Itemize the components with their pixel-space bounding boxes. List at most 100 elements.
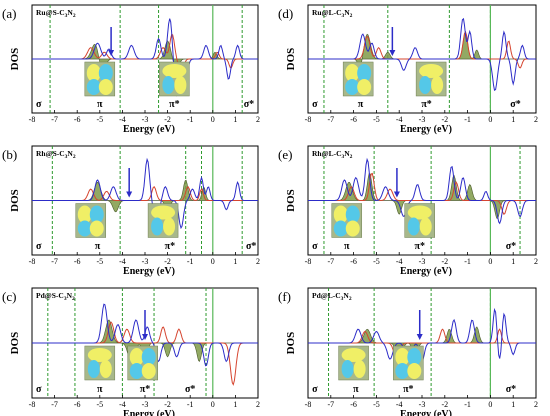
panel-letter: (f) bbox=[278, 289, 291, 304]
region-label: π bbox=[97, 384, 103, 395]
orbital-inset-pistar bbox=[415, 61, 447, 97]
panel-title: Ru@L-C3N2 bbox=[312, 8, 353, 19]
x-tick-label: -8 bbox=[29, 257, 36, 266]
orbital-lobe-yellow bbox=[87, 348, 112, 362]
title-text: Ru@L-C bbox=[312, 8, 341, 17]
region-label: σ* bbox=[185, 384, 195, 395]
orbital-lobe-yellow bbox=[174, 76, 187, 94]
orbital-inset-pistar bbox=[404, 203, 435, 238]
x-tick-label: -5 bbox=[373, 115, 380, 124]
x-axis-label: Energy (eV) bbox=[123, 409, 175, 416]
orbital-lobe-cyan bbox=[407, 217, 420, 236]
x-tick-label: -2 bbox=[164, 400, 171, 409]
orbital-lobe-cyan bbox=[419, 76, 432, 94]
x-tick-label: -6 bbox=[74, 400, 81, 409]
x-tick-label: -1 bbox=[187, 115, 194, 124]
x-tick-label: -7 bbox=[327, 400, 334, 409]
marker-arrow-head bbox=[108, 50, 115, 56]
panel-a: σ π π* σ* -8 -7 -6 -5 -4 -3 -2 -1 0 1 2 Energy (eV) DOS (… bbox=[2, 4, 260, 135]
x-tick-label: -6 bbox=[350, 115, 357, 124]
region-label: π bbox=[358, 99, 364, 110]
region-label: π* bbox=[414, 241, 424, 252]
orbital-lobe-yellow bbox=[419, 64, 444, 78]
title-subscript: 2 bbox=[350, 13, 353, 19]
x-tick-label: -7 bbox=[51, 115, 58, 124]
orbital-lobe-yellow bbox=[151, 205, 176, 220]
title-subscript: 3 bbox=[341, 13, 344, 19]
orbital-lobe-cyan bbox=[395, 363, 410, 379]
title-text: N bbox=[344, 8, 350, 17]
series-red-dos bbox=[32, 186, 258, 201]
x-tick-label: -6 bbox=[350, 257, 357, 266]
panel-title: Rh@L-C3N2 bbox=[312, 149, 353, 160]
title-text: Pd@L-C bbox=[312, 291, 341, 300]
x-tick-label: -5 bbox=[96, 115, 103, 124]
region-label: σ* bbox=[510, 99, 520, 110]
panel-f: σ π π* σ* -8 -7 -6 -5 -4 -3 -2 -1 0 1 2 Energy (eV) DOS (… bbox=[278, 287, 538, 416]
region-label: σ bbox=[36, 384, 42, 395]
region-label: π bbox=[95, 241, 101, 252]
orbital-lobe-yellow bbox=[341, 348, 366, 362]
title-text: Pd@S-C bbox=[36, 291, 64, 300]
region-label: σ* bbox=[506, 384, 516, 395]
orbital-lobe-cyan bbox=[98, 64, 113, 82]
y-axis-label: DOS bbox=[9, 48, 21, 71]
series-blue-dos bbox=[308, 157, 536, 225]
orbital-lobe-cyan bbox=[141, 348, 156, 366]
panel-b: σ π π* σ* -8 -7 -6 -5 -4 -3 -2 -1 0 1 2 Energy (eV) DOS (… bbox=[2, 145, 260, 277]
series-red-dos bbox=[308, 172, 536, 215]
orbital-lobe-yellow bbox=[98, 79, 113, 95]
title-subscript: 2 bbox=[73, 154, 76, 160]
orbital-inset-pi bbox=[393, 345, 424, 381]
x-tick-label: -3 bbox=[142, 257, 149, 266]
orbital-lobe-cyan bbox=[345, 79, 360, 95]
region-label: σ bbox=[312, 241, 318, 252]
x-tick-label: 0 bbox=[211, 257, 215, 266]
region-label: π* bbox=[403, 384, 413, 395]
orbital-lobe-cyan bbox=[151, 217, 164, 236]
orbital-inset-pi bbox=[127, 345, 158, 381]
orbital-lobe-cyan bbox=[87, 360, 100, 378]
x-tick-label: 1 bbox=[233, 400, 237, 409]
title-text: N bbox=[344, 149, 350, 158]
x-tick-label: -4 bbox=[119, 257, 126, 266]
x-tick-label: -8 bbox=[305, 115, 312, 124]
region-label: π bbox=[353, 384, 359, 395]
title-subscript: 3 bbox=[65, 13, 68, 19]
orbital-lobe-yellow bbox=[141, 363, 156, 379]
x-tick-label: 0 bbox=[488, 257, 492, 266]
orbital-inset-pistar bbox=[338, 345, 369, 381]
title-subscript: 2 bbox=[350, 154, 353, 160]
orbital-inset-pistar bbox=[84, 345, 116, 381]
orbital-lobe-yellow bbox=[86, 64, 101, 82]
orbital-lobe-cyan bbox=[77, 220, 92, 237]
region-label: σ bbox=[312, 99, 318, 110]
x-tick-label: -4 bbox=[396, 115, 403, 124]
title-text: Rh@L-C bbox=[312, 149, 341, 158]
x-tick-label: -1 bbox=[187, 400, 194, 409]
x-axis-label: Energy (eV) bbox=[400, 124, 452, 135]
x-tick-label: -8 bbox=[305, 400, 312, 409]
title-subscript: 2 bbox=[73, 13, 76, 19]
region-label: π bbox=[344, 241, 350, 252]
x-tick-label: -5 bbox=[373, 400, 380, 409]
x-tick-label: 1 bbox=[511, 115, 515, 124]
orbital-lobe-yellow bbox=[395, 348, 410, 366]
panel-letter: (b) bbox=[2, 147, 17, 162]
marker-arrow-head bbox=[389, 50, 396, 56]
series-blue-dos bbox=[308, 17, 536, 91]
x-tick-label: 1 bbox=[511, 400, 515, 409]
x-tick-label: 2 bbox=[534, 400, 538, 409]
orbital-lobe-yellow bbox=[357, 79, 372, 95]
region-label: σ bbox=[36, 99, 42, 110]
panel-c: σ π π* σ* -8 -7 -6 -5 -4 -3 -2 -1 0 1 2 Energy (eV) DOS (… bbox=[2, 287, 260, 416]
region-label: π* bbox=[421, 99, 431, 110]
x-tick-label: -3 bbox=[142, 115, 149, 124]
x-tick-label: -7 bbox=[51, 400, 58, 409]
orbital-lobe-yellow bbox=[129, 348, 144, 366]
orbital-inset-pi bbox=[75, 203, 107, 238]
x-tick-label: 1 bbox=[233, 115, 237, 124]
region-label: π* bbox=[140, 384, 150, 395]
x-tick-label: -1 bbox=[464, 115, 471, 124]
x-tick-label: -7 bbox=[327, 257, 334, 266]
